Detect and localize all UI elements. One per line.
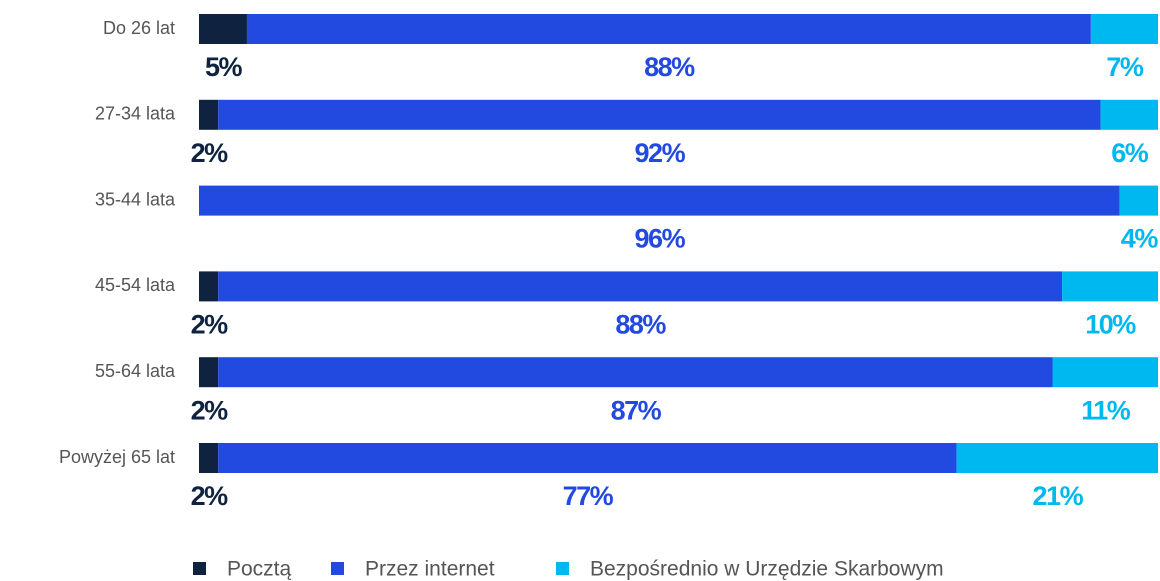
- category-label: 35-44 lata: [95, 189, 176, 209]
- legend-label: Przez internet: [365, 558, 495, 581]
- value-label: 88%: [615, 310, 666, 340]
- category-label: 45-54 lata: [95, 275, 176, 295]
- bar-segment: [218, 357, 1053, 388]
- bar-segment: [199, 99, 219, 130]
- category-label: 27-34 lata: [95, 104, 176, 124]
- value-label: 87%: [611, 395, 662, 425]
- bar-segment: [956, 443, 1158, 473]
- bar-segment: [199, 14, 247, 44]
- bar-segment: [1119, 185, 1158, 216]
- value-label: 11%: [1081, 395, 1131, 425]
- bar-segment: [246, 14, 1091, 44]
- bar-segment: [199, 185, 1120, 216]
- bar-segment: [218, 271, 1063, 302]
- value-label: 88%: [644, 52, 695, 82]
- value-label: 2%: [191, 310, 229, 340]
- bar-segment: [218, 443, 957, 473]
- bar-segment: [218, 99, 1101, 130]
- category-label: Do 26 lat: [103, 18, 175, 38]
- bar-segment: [199, 443, 219, 473]
- value-label: 2%: [191, 481, 229, 511]
- legend-swatch: [193, 562, 206, 575]
- legend-swatch: [331, 562, 344, 575]
- bar-segment: [199, 357, 219, 388]
- value-label: 4%: [1121, 224, 1159, 254]
- legend-label: Bezpośrednio w Urzędzie Skarbowym: [590, 558, 944, 581]
- value-label: 6%: [1111, 138, 1149, 168]
- legend-swatch: [556, 562, 569, 575]
- bar-segment: [199, 271, 219, 302]
- bar-segment: [1090, 14, 1158, 44]
- value-label: 7%: [1106, 52, 1144, 82]
- value-label: 96%: [635, 224, 686, 254]
- value-label: 10%: [1085, 310, 1136, 340]
- bar-segment: [1052, 357, 1158, 388]
- bar-segment: [1100, 99, 1158, 130]
- value-label: 21%: [1033, 481, 1084, 511]
- value-label: 2%: [191, 138, 229, 168]
- legend-label: Pocztą: [227, 558, 292, 581]
- value-label: 2%: [191, 395, 229, 425]
- category-label: Powyżej 65 lat: [59, 447, 175, 467]
- value-label: 77%: [563, 481, 614, 511]
- value-label: 92%: [635, 138, 686, 168]
- bar-segment: [1062, 271, 1158, 302]
- value-label: 5%: [205, 52, 243, 82]
- category-label: 55-64 lata: [95, 361, 176, 381]
